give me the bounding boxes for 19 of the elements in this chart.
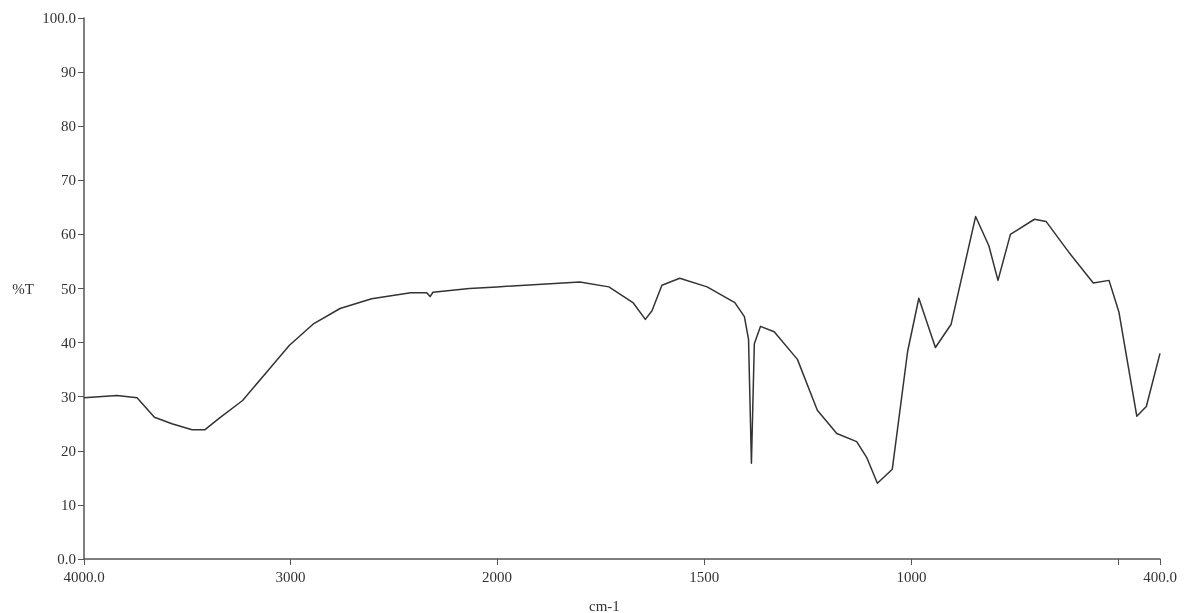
x-tick-label: 1500 (689, 568, 720, 585)
x-tick-label: 2000 (482, 568, 512, 585)
y-tick-label: 0.0 (57, 551, 76, 567)
y-tick-label: 30 (61, 388, 76, 405)
y-tick-label: 40 (61, 334, 76, 351)
x-tick-label: 1000 (896, 568, 927, 585)
y-tick-label: 90 (61, 64, 76, 81)
x-axis-title: cm-1 (589, 597, 620, 613)
y-axis-title: %T (12, 280, 34, 297)
y-tick-label: 80 (61, 118, 76, 135)
y-tick-label: 10 (61, 496, 76, 513)
y-tick-label: 60 (61, 226, 76, 243)
x-tick-label: 400.0 (1143, 568, 1177, 585)
y-tick-label: 70 (61, 172, 76, 189)
x-tick-label: 3000 (275, 568, 306, 585)
x-tick-label: 4000.0 (63, 568, 105, 585)
y-tick-label: 100.0 (42, 10, 76, 26)
y-tick-label: 50 (61, 280, 76, 297)
y-tick-label: 20 (61, 442, 76, 459)
